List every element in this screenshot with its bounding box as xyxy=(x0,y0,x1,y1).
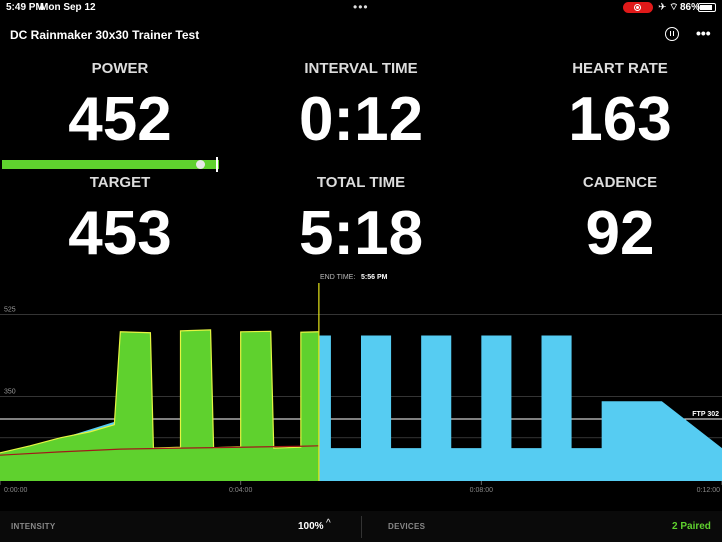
power-value: 452 xyxy=(68,85,172,154)
target-label: TARGET xyxy=(89,174,151,191)
end-time-label: END TIME: xyxy=(320,274,356,281)
battery-percent: 86% xyxy=(680,2,701,13)
heart-rate-line xyxy=(0,445,319,456)
chevron-up-icon[interactable]: ^ xyxy=(326,518,331,529)
power-progress-knob xyxy=(196,160,205,169)
total-time-label: TOTAL TIME xyxy=(316,174,406,191)
more-options-button[interactable]: ••• xyxy=(696,25,711,41)
battery-level xyxy=(700,5,713,10)
bottom-divider xyxy=(361,516,362,538)
intensity-value[interactable]: 100% xyxy=(298,521,324,532)
interval-time-label: INTERVAL TIME xyxy=(304,60,418,77)
workout-chart[interactable]: 525 350 FTP 302 0:00:00 0:04:00 0:08:00 0:12:0… xyxy=(0,283,722,498)
cadence-label: CADENCE xyxy=(582,174,658,191)
status-icons: ✈ ⌔ xyxy=(658,2,679,13)
heart-rate-value: 163 xyxy=(568,85,672,154)
power-target-marker xyxy=(216,157,218,172)
chart-x-tick-label: 0:12:00 xyxy=(697,487,720,494)
battery-icon xyxy=(698,3,716,12)
screen-recording-indicator[interactable] xyxy=(623,2,653,13)
power-line xyxy=(0,329,319,454)
workout-title: DC Rainmaker 30x30 Trainer Test xyxy=(10,28,200,42)
intensity-label: INTENSITY xyxy=(11,522,56,531)
chart-y-tick-label: 350 xyxy=(4,389,16,396)
chart-y-tick-label: 525 xyxy=(4,306,16,313)
record-icon xyxy=(634,4,641,11)
chart-x-tick-label: 0:08:00 xyxy=(470,487,493,494)
cadence-value: 92 xyxy=(585,199,655,268)
target-value: 453 xyxy=(68,199,172,268)
devices-label[interactable]: DEVICES xyxy=(388,522,426,531)
total-time-value: 5:18 xyxy=(298,199,424,268)
pause-button[interactable] xyxy=(665,27,679,41)
status-date: Mon Sep 12 xyxy=(40,2,96,13)
heart-rate-label: HEART RATE xyxy=(572,60,668,77)
power-label: POWER xyxy=(91,60,149,77)
chart-x-tick-label: 0:00:00 xyxy=(4,487,27,494)
status-time: 5:49 PM xyxy=(6,2,44,13)
interval-time-value: 0:12 xyxy=(298,85,424,154)
chart-x-tick-label: 0:04:00 xyxy=(229,487,252,494)
power-area xyxy=(0,329,319,481)
power-progress-bar xyxy=(2,160,220,169)
ftp-label: FTP 302 xyxy=(692,411,719,418)
paired-devices-status[interactable]: 2 Paired xyxy=(672,521,711,532)
multitask-dots-icon[interactable]: ••• xyxy=(353,0,369,14)
end-time-value: 5:56 PM xyxy=(361,274,388,281)
